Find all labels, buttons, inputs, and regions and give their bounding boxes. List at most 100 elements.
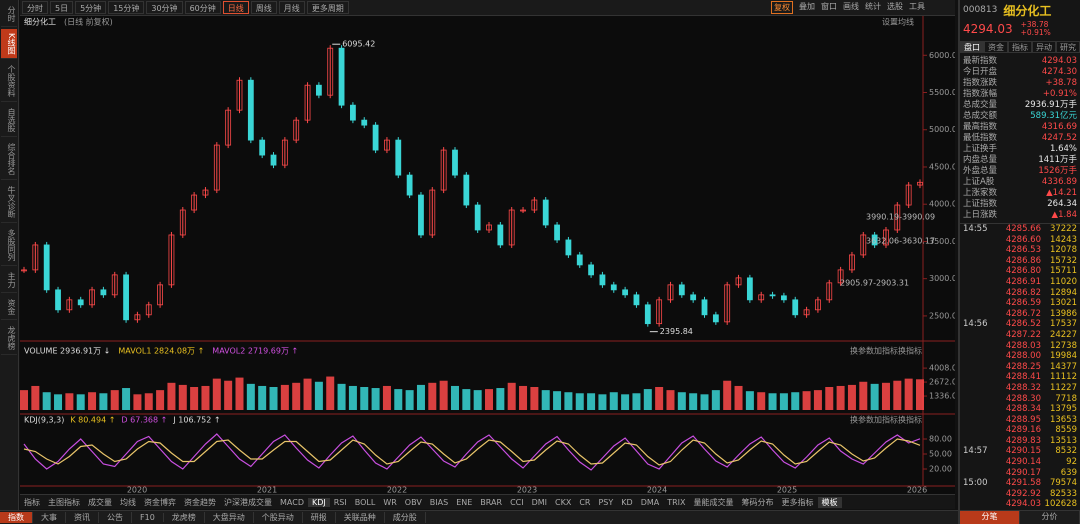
quote-bottom-tab[interactable]: 分价 <box>1020 511 1080 524</box>
bottom-tab[interactable]: 个股异动 <box>254 512 303 523</box>
indicator-tab[interactable]: 成交量 <box>88 497 112 507</box>
bottom-tab[interactable]: F10 <box>132 513 164 522</box>
bottom-tab[interactable]: 成分股 <box>385 512 426 523</box>
period-button[interactable]: 月线 <box>278 1 305 14</box>
tools: 复权 叠加 窗口 画线 统计 选股 工具 <box>771 1 955 14</box>
panel-button[interactable]: 换参数 <box>850 346 874 356</box>
panel-button[interactable]: 换参数 <box>850 415 874 425</box>
tool-button[interactable]: 统计 <box>865 2 881 11</box>
tool-button[interactable]: 叠加 <box>799 2 815 11</box>
side-item[interactable]: 主力 <box>1 268 17 294</box>
tool-button[interactable]: 窗口 <box>821 2 837 11</box>
volume-bar <box>439 380 448 410</box>
tick-price: 4290.14 <box>1005 457 1041 468</box>
indicator-tab[interactable]: 指标 <box>24 497 40 507</box>
candle <box>315 84 322 96</box>
tick-price: 4288.25 <box>1005 361 1041 372</box>
volume-bar <box>178 384 187 410</box>
indicator-tab[interactable]: 资金博弈 <box>144 497 176 507</box>
indicator-tab[interactable]: BOLL <box>354 497 376 507</box>
indicator-tab[interactable]: 沪深港成交量 <box>224 497 272 507</box>
volume-bar <box>813 390 822 410</box>
indicator-tab[interactable]: 量能成交量 <box>693 497 734 507</box>
side-item[interactable]: 多股同列 <box>1 225 17 267</box>
tick-list: 14:55 4285.66 37222 4286.60 14243 4286.53 1207… <box>960 223 1080 510</box>
panel-button[interactable]: 换指标 <box>898 346 922 356</box>
ma-setting[interactable]: 设置均线 <box>882 17 914 27</box>
indicator-tab[interactable]: TRIX <box>667 497 686 507</box>
bottom-tab[interactable]: 指数 <box>0 512 33 523</box>
volume-bar <box>904 378 913 410</box>
indicator-tab[interactable]: BRAR <box>480 497 503 507</box>
bottom-tab[interactable]: 资讯 <box>66 512 99 523</box>
indicator-tab[interactable]: 筹码分布 <box>741 497 774 507</box>
quote-tab[interactable]: 异动 <box>1032 41 1056 53</box>
period-button[interactable]: 5日 <box>50 1 74 14</box>
tick-price: 4290.17 <box>1005 467 1041 478</box>
quote-tab[interactable]: 盘口 <box>960 41 984 53</box>
tool-button[interactable]: 画线 <box>843 2 859 11</box>
side-item[interactable]: 个股资料 <box>1 61 17 103</box>
quote-bottom-tab[interactable]: 分笔 <box>960 511 1020 524</box>
tick-time <box>963 330 989 341</box>
tick-price: 4286.52 <box>1005 319 1041 330</box>
bottom-tab[interactable]: 研报 <box>303 512 336 523</box>
quote-tab[interactable]: 研究 <box>1056 41 1080 53</box>
volume-bar <box>757 392 766 410</box>
period-button[interactable]: 周线 <box>250 1 277 14</box>
indicator-tab[interactable]: OBV <box>404 497 422 507</box>
period-button[interactable]: 15分钟 <box>108 1 145 14</box>
candle <box>350 104 356 121</box>
y-tick-label: 5500.00 <box>929 88 955 97</box>
period-button[interactable]: 5分钟 <box>75 1 107 14</box>
side-item[interactable]: 资金 <box>1 295 17 321</box>
tick-row: 4288.03 12738 <box>960 341 1080 352</box>
indicator-tab[interactable]: KD <box>621 497 633 507</box>
bottom-tab[interactable]: 公告 <box>99 512 132 523</box>
side-item[interactable]: 综合排名 <box>1 139 17 181</box>
side-item[interactable]: 分时 <box>1 2 17 27</box>
indicator-tab[interactable]: DMI <box>531 497 548 507</box>
period-button[interactable]: 30分钟 <box>146 1 183 14</box>
tool-button[interactable]: 复权 <box>771 1 793 14</box>
bottom-tab[interactable]: 关联品种 <box>336 512 385 523</box>
bottom-tab[interactable]: 大盘异动 <box>205 512 254 523</box>
indicator-tab[interactable]: BIAS <box>429 497 449 507</box>
indicator-tab[interactable]: KDJ <box>307 497 330 507</box>
indicator-tab[interactable]: WR <box>383 497 397 507</box>
indicator-tab[interactable]: 更多指标 <box>781 497 814 507</box>
indicator-tab[interactable]: MACD <box>280 497 304 507</box>
tool-button[interactable]: 选股 <box>887 2 903 11</box>
indicator-tab[interactable]: 均线 <box>120 497 136 507</box>
indicator-tab[interactable]: 主图指标 <box>48 497 80 507</box>
indicator-tab[interactable]: CR <box>579 497 591 507</box>
period-button[interactable]: 60分钟 <box>184 1 221 14</box>
stat-label: 上证换手 <box>963 144 998 154</box>
panel-button[interactable]: 加指标 <box>874 346 898 356</box>
indicator-tab[interactable]: CCI <box>510 497 524 507</box>
side-item[interactable]: 牛叉诊断 <box>1 182 17 224</box>
period-button[interactable]: 日线 <box>222 1 249 14</box>
period-button[interactable]: 更多周期 <box>306 1 349 14</box>
volume-bar <box>553 391 562 410</box>
candle <box>406 174 413 196</box>
tool-button[interactable]: 工具 <box>909 2 925 11</box>
quote-tab[interactable]: 指标 <box>1008 41 1032 53</box>
bottom-tab[interactable]: 龙虎榜 <box>164 512 205 523</box>
indicator-tab[interactable]: DMA <box>640 497 660 507</box>
indicator-tab[interactable]: ENE <box>456 497 473 507</box>
panel-button[interactable]: 换指标 <box>898 415 922 425</box>
indicator-tab[interactable]: CKX <box>555 497 572 507</box>
side-item[interactable]: K线图 <box>1 29 17 60</box>
bottom-tab[interactable]: 大事 <box>33 512 66 523</box>
tick-price: 4286.72 <box>1005 308 1041 319</box>
indicator-tab[interactable]: PSY <box>598 497 614 507</box>
side-item[interactable]: 自选股 <box>1 104 17 138</box>
indicator-tab[interactable]: 模板 <box>817 496 842 508</box>
indicator-tab[interactable]: RSI <box>333 497 347 507</box>
quote-tab[interactable]: 资金 <box>984 41 1008 53</box>
indicator-tab[interactable]: 资金趋势 <box>184 497 216 507</box>
period-button[interactable]: 分时 <box>22 1 48 14</box>
panel-button[interactable]: 加指标 <box>874 415 898 425</box>
side-item[interactable]: 龙虎榜 <box>1 322 17 356</box>
